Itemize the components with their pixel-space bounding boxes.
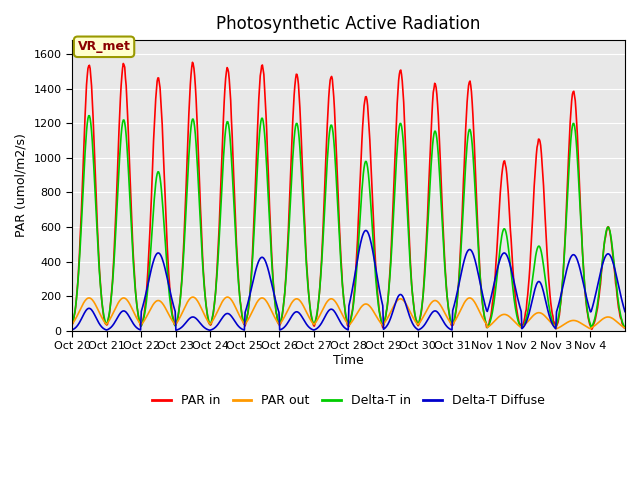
Delta-T in — [406, 262, 414, 267]
PAR out — [437, 303, 445, 309]
Delta-T in — [621, 324, 629, 330]
PAR out — [263, 299, 271, 305]
Delta-T in — [284, 250, 291, 256]
Delta-T in — [236, 290, 243, 296]
Delta-T in — [437, 201, 445, 207]
X-axis label: Time: Time — [333, 354, 364, 367]
PAR in — [437, 179, 445, 184]
PAR out — [553, 326, 561, 332]
PAR in — [68, 322, 76, 328]
PAR out — [621, 325, 629, 331]
PAR in — [621, 324, 629, 330]
PAR out — [189, 294, 196, 300]
Legend: PAR in, PAR out, Delta-T in, Delta-T Diffuse: PAR in, PAR out, Delta-T in, Delta-T Dif… — [147, 389, 550, 412]
Delta-T Diffuse — [172, 327, 180, 333]
PAR in — [588, 326, 596, 332]
Delta-T in — [263, 165, 271, 170]
Text: VR_met: VR_met — [77, 40, 131, 53]
Delta-T Diffuse — [362, 228, 369, 233]
PAR out — [406, 309, 414, 315]
Line: Delta-T Diffuse: Delta-T Diffuse — [72, 230, 625, 330]
PAR in — [133, 303, 141, 309]
Delta-T Diffuse — [133, 325, 141, 331]
PAR in — [189, 60, 196, 65]
Title: Photosynthetic Active Radiation: Photosynthetic Active Radiation — [216, 15, 481, 33]
Delta-T Diffuse — [438, 316, 445, 322]
Delta-T in — [68, 321, 76, 327]
PAR out — [284, 308, 291, 313]
PAR in — [263, 128, 271, 134]
Delta-T Diffuse — [263, 262, 271, 267]
Delta-T Diffuse — [236, 324, 243, 330]
PAR out — [133, 316, 141, 322]
PAR out — [68, 321, 76, 327]
PAR in — [236, 288, 243, 294]
Delta-T in — [85, 113, 93, 119]
Delta-T Diffuse — [621, 309, 629, 314]
Delta-T Diffuse — [68, 327, 76, 333]
Line: PAR in: PAR in — [72, 62, 625, 329]
PAR out — [236, 312, 243, 318]
Y-axis label: PAR (umol/m2/s): PAR (umol/m2/s) — [15, 133, 28, 238]
Line: Delta-T in: Delta-T in — [72, 116, 625, 328]
Delta-T Diffuse — [407, 317, 415, 323]
Delta-T Diffuse — [284, 320, 291, 326]
Delta-T in — [134, 309, 141, 314]
PAR in — [406, 255, 414, 261]
Line: PAR out: PAR out — [72, 297, 625, 329]
PAR in — [284, 241, 291, 247]
Delta-T in — [518, 325, 525, 331]
